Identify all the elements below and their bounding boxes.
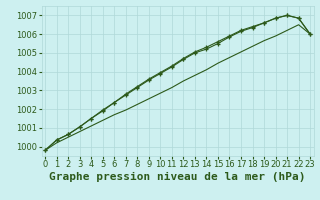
X-axis label: Graphe pression niveau de la mer (hPa): Graphe pression niveau de la mer (hPa) xyxy=(49,172,306,182)
